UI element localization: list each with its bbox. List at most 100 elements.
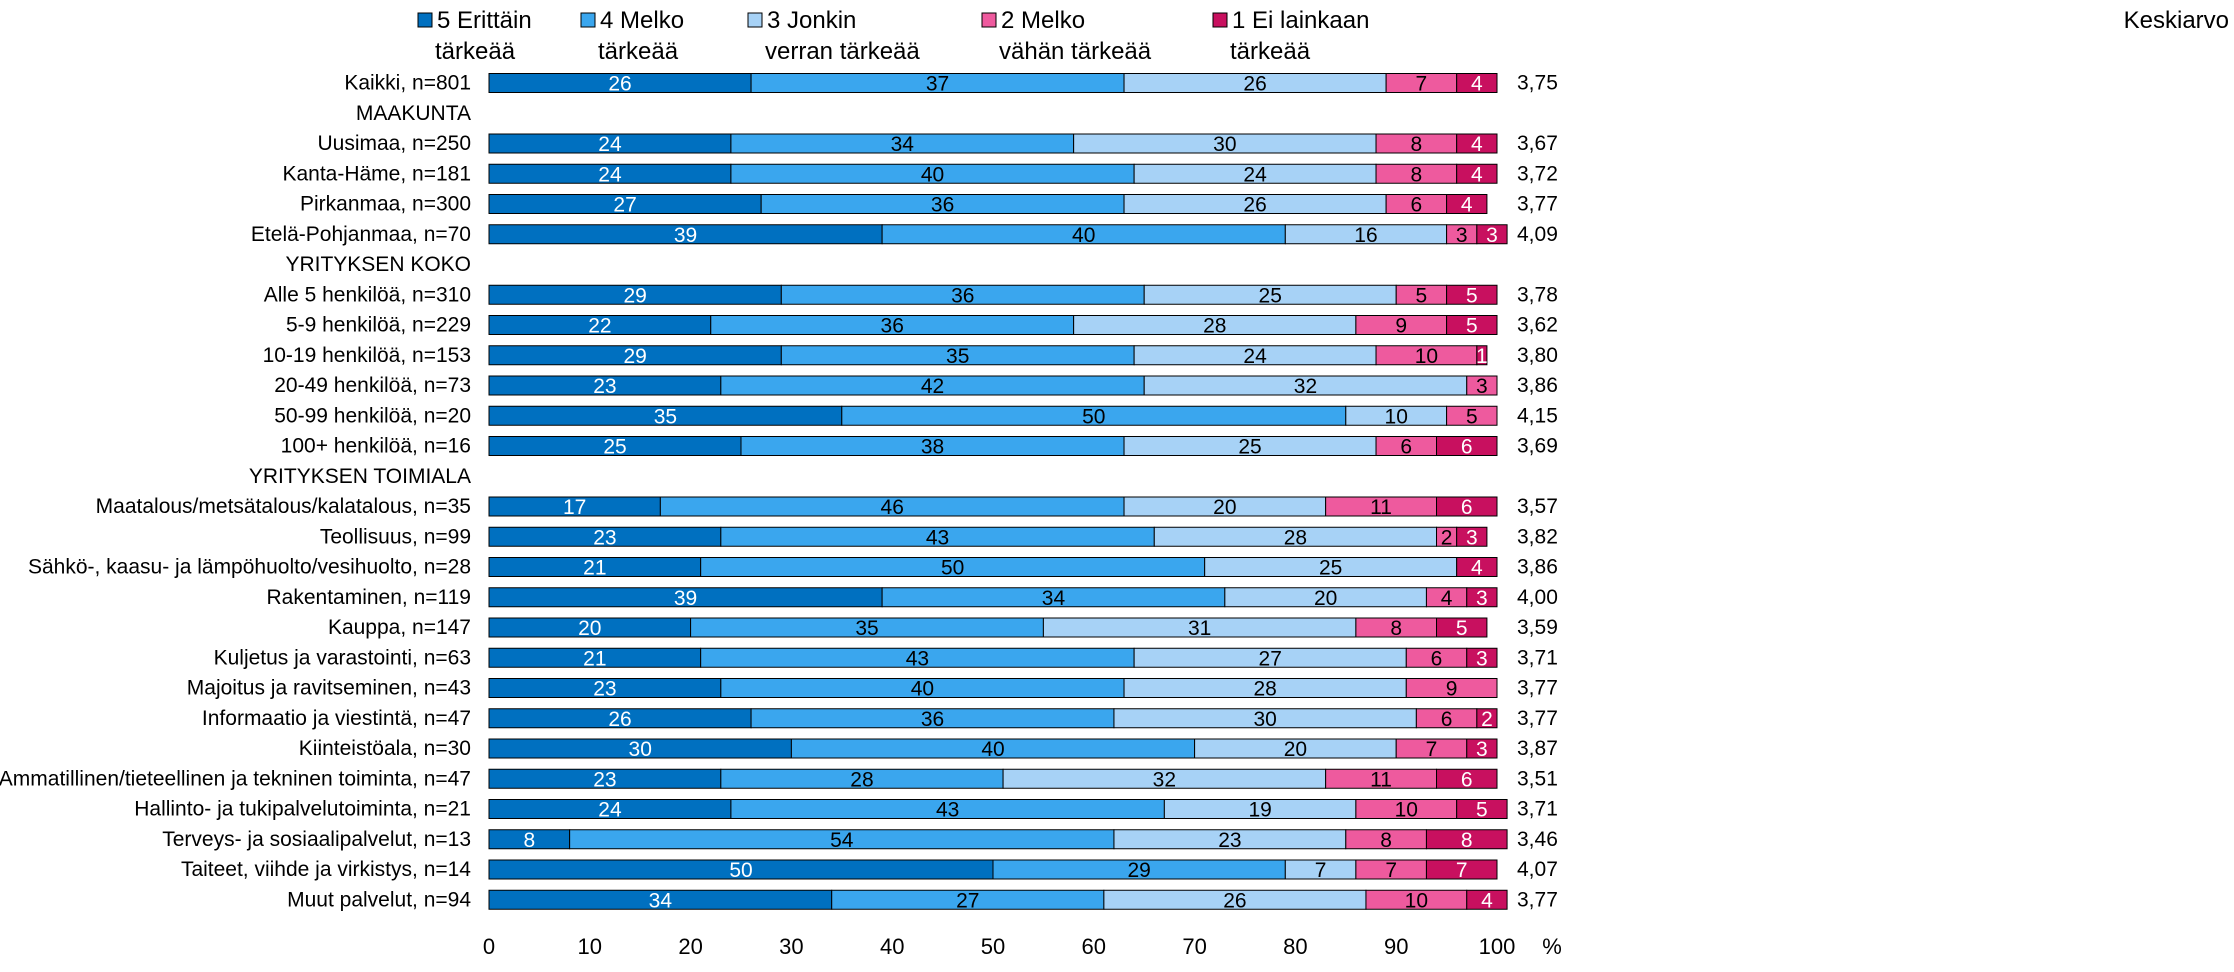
data-label: 43 (926, 526, 949, 549)
mean-value: 3,46 (1517, 828, 1558, 851)
data-label: 43 (936, 799, 959, 822)
bar-segment (1456, 73, 1498, 93)
row-label: Kiinteistöala, n=30 (299, 737, 471, 760)
data-label: 8 (1461, 829, 1473, 852)
data-label: 6 (1441, 708, 1453, 731)
data-label: 34 (649, 889, 673, 912)
data-label: 32 (1294, 375, 1317, 398)
mean-value: 3,80 (1517, 344, 1558, 367)
row-label: 20-49 henkilöä, n=73 (274, 374, 471, 397)
data-label: 6 (1461, 496, 1473, 519)
bar-segment (1436, 768, 1498, 789)
row-label: Majoitus ja ravitseminen, n=43 (187, 677, 471, 700)
row-label: Hallinto- ja tukipalvelutoiminta, n=21 (134, 798, 471, 821)
group-header: MAAKUNTA (356, 102, 471, 125)
data-label: 4 (1481, 889, 1493, 912)
data-label: 4 (1471, 557, 1483, 580)
data-label: 38 (921, 436, 944, 459)
data-label: 24 (598, 799, 622, 822)
data-label: 8 (1380, 829, 1392, 852)
group-header: YRITYKSEN KOKO (285, 253, 471, 276)
data-label: 11 (1370, 768, 1392, 791)
data-label: 28 (1284, 526, 1307, 549)
x-tick-label: 0 (483, 934, 495, 959)
data-label: 24 (1243, 163, 1267, 186)
data-label: 3 (1466, 526, 1478, 549)
data-label: 6 (1400, 436, 1412, 459)
row-label: 5-9 henkilöä, n=229 (286, 314, 471, 337)
data-label: 20 (1314, 587, 1337, 610)
x-tick-label: 60 (1082, 934, 1106, 959)
row-label: Maatalous/metsätalous/kalatalous, n=35 (96, 495, 471, 518)
data-label: 5 (1466, 315, 1478, 338)
x-tick-label: 80 (1283, 934, 1307, 959)
bar-segment (1476, 708, 1498, 729)
data-label: 35 (946, 345, 969, 368)
data-label: 25 (1238, 436, 1261, 459)
x-tick-label: 40 (880, 934, 904, 959)
legend-swatch (417, 12, 433, 28)
data-label: 26 (608, 73, 631, 96)
bar-segment (1456, 799, 1508, 819)
data-label: 21 (583, 557, 606, 580)
row-label: Ammatillinen/tieteellinen ja tekninen to… (0, 767, 471, 790)
legend-label: vähän tärkeää (999, 38, 1152, 65)
mean-value: 3,78 (1517, 283, 1558, 306)
data-label: 4 (1471, 73, 1483, 96)
data-label: 10 (1405, 889, 1428, 912)
data-label: 30 (1253, 708, 1276, 731)
x-axis-unit: % (1542, 934, 1562, 959)
data-label: 7 (1385, 859, 1397, 882)
mean-value: 3,86 (1517, 556, 1558, 579)
data-label: 50 (941, 557, 964, 580)
data-label: 22 (588, 315, 611, 338)
row-label: Terveys- ja sosiaalipalvelut, n=13 (162, 828, 471, 851)
data-label: 20 (1213, 496, 1236, 519)
data-label: 28 (850, 768, 873, 791)
data-label: 26 (1223, 889, 1246, 912)
group-header: YRITYKSEN TOIMIALA (249, 465, 471, 488)
data-label: 8 (1411, 133, 1423, 156)
data-label: 10 (1415, 345, 1438, 368)
data-label: 36 (921, 708, 944, 731)
data-label: 50 (1082, 405, 1105, 428)
data-label: 11 (1370, 496, 1392, 519)
data-label: 29 (1127, 859, 1150, 882)
data-label: 39 (674, 587, 697, 610)
data-label: 24 (1243, 345, 1267, 368)
data-label: 23 (593, 526, 616, 549)
data-label: 6 (1461, 436, 1473, 459)
mean-value: 3,77 (1517, 677, 1558, 700)
mean-value: 3,77 (1517, 193, 1558, 216)
mean-value: 3,69 (1517, 435, 1558, 458)
bar-segment (1476, 224, 1508, 245)
data-label: 9 (1446, 678, 1458, 701)
data-label: 9 (1395, 315, 1407, 338)
mean-value: 3,67 (1517, 132, 1558, 155)
row-label: 50-99 henkilöä, n=20 (274, 404, 471, 427)
row-label: Sähkö-, kaasu- ja lämpöhuolto/vesihuolto… (28, 556, 471, 579)
data-label: 50 (729, 859, 752, 882)
legend-label: verran tärkeää (765, 38, 920, 65)
data-label: 28 (1253, 678, 1276, 701)
x-tick-label: 30 (779, 934, 803, 959)
data-label: 36 (951, 284, 974, 307)
data-label: 36 (881, 315, 904, 338)
data-label: 5 (1466, 405, 1478, 428)
mean-value: 4,07 (1517, 858, 1558, 881)
row-label: Kaikki, n=801 (344, 72, 471, 95)
data-label: 46 (881, 496, 904, 519)
mean-value: 3,75 (1517, 72, 1558, 95)
data-label: 25 (1259, 284, 1282, 307)
data-label: 29 (623, 284, 646, 307)
data-label: 8 (1390, 617, 1402, 640)
mean-value: 3,71 (1517, 646, 1558, 669)
legend-swatch (981, 12, 997, 28)
data-label: 30 (1213, 133, 1236, 156)
data-label: 25 (603, 436, 626, 459)
data-label: 6 (1431, 647, 1443, 670)
data-label: 31 (1188, 617, 1211, 640)
data-label: 4 (1471, 133, 1483, 156)
